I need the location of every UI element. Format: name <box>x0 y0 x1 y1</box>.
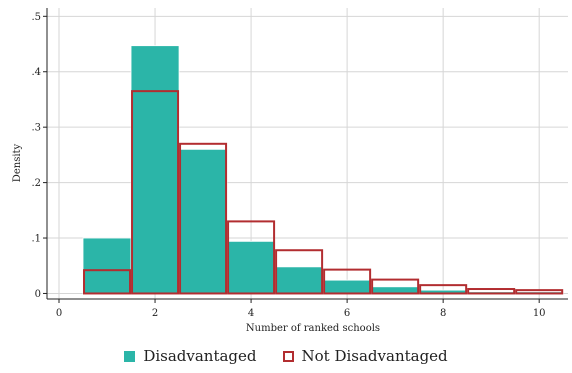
bar-not-disadvantaged-6 <box>323 268 372 295</box>
legend-swatch-not-disadvantaged <box>282 350 294 362</box>
bars-disadvantaged <box>82 45 564 294</box>
y-axis-title: Density <box>12 143 23 182</box>
bars-not-disadvantaged <box>83 90 564 295</box>
x-tick-label-2: 4 <box>248 308 254 319</box>
x-tick-label-0: 0 <box>56 308 62 319</box>
bar-not-disadvantaged-3 <box>179 142 228 295</box>
y-tick-label-0: 0 <box>35 289 41 300</box>
legend-swatch-disadvantaged <box>124 350 136 362</box>
x-axis-title: Number of ranked schools <box>246 323 380 334</box>
x-tick-label-4: 8 <box>440 308 446 319</box>
y-tick-label-2: .2 <box>31 178 41 189</box>
x-tick-label-1: 2 <box>152 308 158 319</box>
legend-item-not-disadvantaged: Not Disadvantaged <box>282 347 448 365</box>
bar-disadvantaged-3 <box>178 148 228 294</box>
bar-disadvantaged-1 <box>82 237 132 294</box>
x-tick-label-3: 6 <box>344 308 350 319</box>
bar-disadvantaged-5 <box>274 266 324 294</box>
legend: Disadvantaged Not Disadvantaged <box>0 347 572 365</box>
y-tick-label-1: .1 <box>31 234 41 245</box>
bar-disadvantaged-6 <box>322 279 372 294</box>
bar-not-disadvantaged-10 <box>515 289 564 295</box>
bar-not-disadvantaged-9 <box>467 288 516 295</box>
bar-not-disadvantaged-8 <box>419 284 468 295</box>
axes: 0 .1 .2 .3 .4 .5 0 2 4 6 8 10 <box>31 8 568 319</box>
bar-not-disadvantaged-7 <box>371 278 420 295</box>
legend-label-disadvantaged: Disadvantaged <box>143 347 257 365</box>
bar-not-disadvantaged-1 <box>83 269 132 295</box>
bar-not-disadvantaged-5 <box>275 249 324 295</box>
y-tick-label-4: .4 <box>31 67 41 78</box>
y-tick-label-3: .3 <box>31 123 41 134</box>
bar-not-disadvantaged-2 <box>131 90 180 295</box>
bar-disadvantaged-4 <box>226 240 276 294</box>
legend-item-disadvantaged: Disadvantaged <box>124 347 257 365</box>
x-tick-label-5: 10 <box>533 308 546 319</box>
y-tick-label-5: .5 <box>31 12 41 23</box>
bar-disadvantaged-2 <box>130 45 180 294</box>
legend-label-not-disadvantaged: Not Disadvantaged <box>301 347 448 365</box>
bar-not-disadvantaged-4 <box>227 220 276 295</box>
